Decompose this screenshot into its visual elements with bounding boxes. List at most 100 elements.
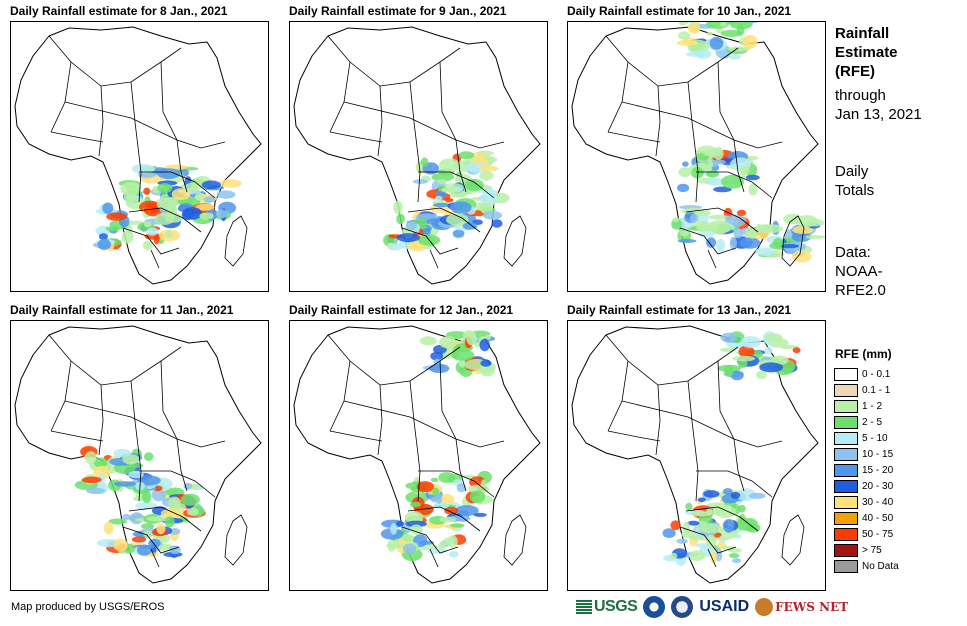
rainfall-patch — [697, 497, 706, 503]
country-border — [130, 380, 142, 502]
legend-swatch — [834, 511, 858, 525]
rainfall-patch — [108, 518, 128, 525]
rainfall-patch — [201, 180, 221, 190]
legend-swatch — [834, 559, 858, 573]
rainfall-patch — [156, 523, 166, 535]
country-border — [327, 35, 461, 87]
rainfall-patch — [431, 172, 455, 182]
rainfall-patch — [469, 490, 486, 503]
legend-label: 50 - 75 — [862, 528, 894, 540]
rainfall-patch — [438, 541, 447, 551]
rainfall-patch — [157, 168, 181, 180]
rainfall-patch — [715, 28, 724, 34]
country-border — [679, 227, 737, 255]
country-border — [733, 438, 745, 492]
legend-item: 20 - 30 — [834, 478, 908, 494]
rainfall-patch — [699, 209, 711, 217]
legend-label: 30 - 40 — [862, 496, 894, 508]
rainfall-patch — [420, 157, 429, 167]
country-border — [687, 380, 699, 502]
panel-title: Daily Rainfall estimate for 8 Jan., 2021 — [10, 4, 228, 18]
data-source: Data: NOAA- RFE2.0 — [835, 243, 886, 300]
rainfall-patch — [729, 553, 740, 559]
panel-title: Daily Rainfall estimate for 11 Jan., 202… — [10, 303, 234, 317]
rainfall-patch — [805, 235, 825, 240]
country-border — [407, 207, 481, 233]
rainfall-patch — [482, 210, 503, 220]
rainfall-patch — [729, 22, 753, 30]
legend-swatch — [834, 399, 858, 413]
rainfall-patch — [171, 188, 191, 201]
rainfall-patch — [721, 174, 744, 189]
usgs-mark-icon — [576, 600, 592, 614]
country-border — [139, 171, 216, 199]
rainfall-map — [567, 21, 826, 292]
rainfall-patch — [154, 212, 175, 225]
legend-item: No Data — [834, 558, 908, 574]
country-border — [621, 400, 735, 440]
rainfall-patch — [709, 36, 724, 50]
rainfall-patch — [405, 520, 427, 528]
rainfall-patch — [773, 237, 783, 248]
legend-swatch — [834, 495, 858, 509]
country-border — [607, 131, 661, 143]
rainfall-patch — [148, 538, 161, 548]
rainfall-patch — [720, 29, 743, 38]
rainfall-patch — [458, 151, 475, 160]
rainfall-patch — [724, 365, 734, 377]
rainfall-patch — [422, 228, 431, 236]
fewsnet-logo: FEWS NET — [755, 598, 848, 616]
country-border — [401, 526, 459, 554]
country-border — [176, 139, 188, 193]
rainfall-map — [10, 21, 269, 292]
rainfall-patch — [446, 535, 458, 548]
country-border — [733, 139, 745, 193]
rainfall-patch — [721, 546, 735, 551]
legend-item: 50 - 75 — [834, 526, 908, 542]
rainfall-patch — [439, 336, 457, 349]
country-border — [343, 101, 457, 141]
country-border — [696, 470, 773, 498]
rainfall-patch — [677, 239, 697, 243]
rainfall-patch — [764, 346, 773, 355]
globe-icon — [755, 598, 774, 616]
rainfall-patch — [387, 243, 403, 251]
rainfall-map — [289, 320, 548, 591]
rainfall-patch — [734, 533, 742, 539]
rainfall-patch — [678, 31, 691, 40]
rainfall-patch — [199, 212, 214, 220]
rainfall-patch — [682, 161, 689, 167]
rainfall-patch — [194, 192, 205, 201]
country-border — [685, 506, 759, 532]
rainfall-patch — [477, 189, 498, 194]
panel-title: Daily Rainfall estimate for 12 Jan., 202… — [289, 303, 514, 317]
rainfall-patch — [216, 190, 236, 199]
legend-item: 15 - 20 — [834, 462, 908, 478]
rainfall-patch — [432, 487, 440, 497]
madagascar-outline — [224, 215, 248, 267]
rainfall-patch — [687, 520, 700, 526]
rainfall-patch — [678, 22, 688, 26]
title-line: Rainfall — [835, 25, 890, 42]
rainfall-patch — [780, 244, 800, 249]
through-line: through — [835, 87, 886, 104]
legend-label: 0 - 0.1 — [862, 368, 891, 380]
madagascar-outline — [503, 215, 527, 267]
legend-swatch — [834, 479, 858, 493]
country-border — [150, 249, 160, 269]
rainfall-patch — [792, 225, 814, 234]
usda-seal-icon — [671, 596, 694, 618]
rainfall-patch — [439, 158, 460, 172]
product-title: Rainfall Estimate (RFE) — [835, 24, 898, 81]
legend-item: > 75 — [834, 542, 908, 558]
rainfall-patch — [106, 212, 127, 221]
rainfall-patch — [142, 240, 153, 251]
rainfall-patch — [418, 540, 434, 545]
rainfall-patch — [195, 203, 215, 211]
legend-label: 40 - 50 — [862, 512, 894, 524]
rainfall-patch — [690, 214, 698, 224]
rainfall-patch — [722, 519, 735, 533]
panel-title: Daily Rainfall estimate for 10 Jan., 202… — [567, 4, 792, 18]
rainfall-patch — [451, 349, 475, 361]
rainfall-patch — [448, 551, 459, 558]
